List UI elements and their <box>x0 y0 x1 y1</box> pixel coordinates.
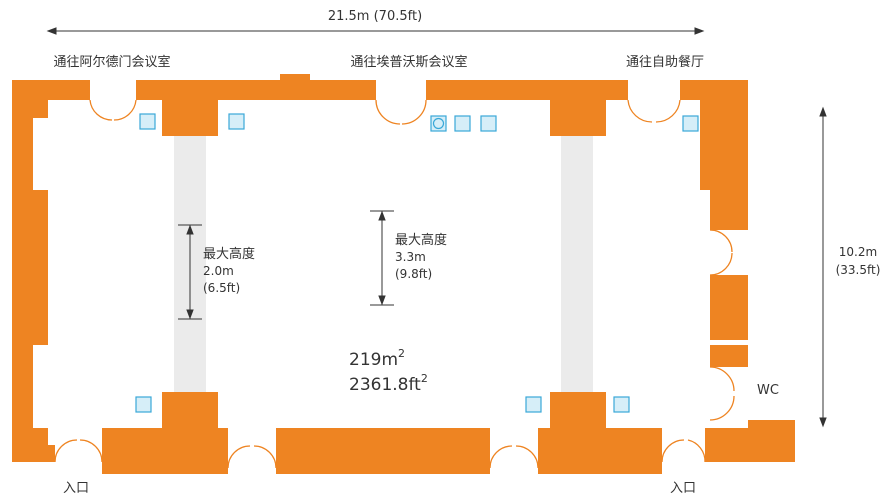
power-outlets <box>135 113 699 413</box>
outlet-icon <box>613 396 630 413</box>
ceiling-beam-right <box>561 136 593 392</box>
height-label-imperial: (33.5ft) <box>836 263 881 277</box>
door-label-aldermoor: 通往阿尔德门会议室 <box>53 54 170 70</box>
outlet-icon <box>682 115 699 132</box>
outlet-icon <box>480 115 497 132</box>
ceiling-left-imperial: (6.5ft) <box>203 281 240 295</box>
ceiling-left-metric: 2.0m <box>203 264 234 278</box>
height-label-metric: 10.2m <box>839 245 877 259</box>
ceiling-center-metric: 3.3m <box>395 250 426 264</box>
ceiling-center-title: 最大高度 <box>395 232 447 248</box>
height-dimension <box>819 106 827 428</box>
area-imperial: 2361.8ft2 <box>349 372 428 395</box>
entrance-label-left: 入口 <box>63 481 89 496</box>
ceiling-height-marker-center <box>370 210 394 306</box>
ceiling-center-imperial: (9.8ft) <box>395 267 432 281</box>
entrance-label-right: 入口 <box>670 481 696 496</box>
walls <box>12 74 795 474</box>
doors <box>54 99 735 469</box>
outlet-icon <box>525 396 542 413</box>
outlet-icon <box>228 113 245 130</box>
wc-label: WC <box>757 383 779 398</box>
outlet-icon <box>454 115 471 132</box>
ceiling-height-marker-left <box>178 224 202 320</box>
door-label-cafe: 通往自助餐厅 <box>626 54 704 70</box>
ceiling-left-title: 最大高度 <box>203 246 255 262</box>
width-dimension <box>46 27 705 35</box>
outlet-icon <box>139 113 156 130</box>
width-label: 21.5m (70.5ft) <box>328 9 422 24</box>
area-metric: 219m2 <box>349 347 405 370</box>
data-port-icon <box>432 117 445 130</box>
door-label-epworth: 通往埃普沃斯会议室 <box>350 54 467 70</box>
outlet-icon <box>135 396 152 413</box>
